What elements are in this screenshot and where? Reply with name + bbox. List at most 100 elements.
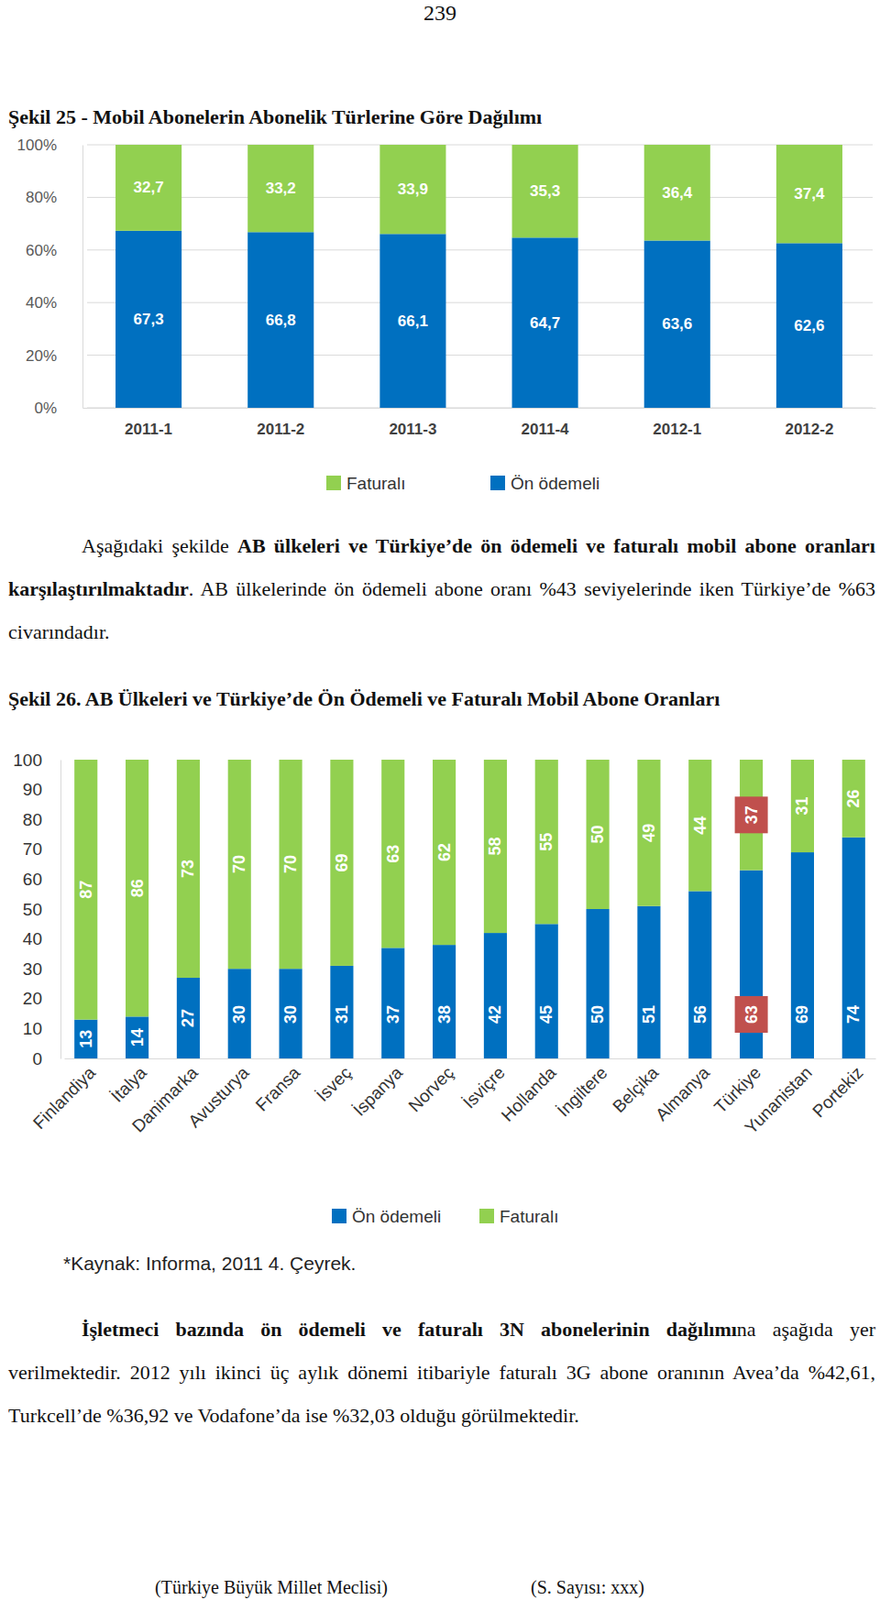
data-label: 42 — [485, 1005, 505, 1024]
x-tick-label: 2012-1 — [652, 420, 702, 439]
text-run: İşletmeci bazında ön ödemeli ve faturalı… — [81, 1318, 737, 1342]
bar — [125, 759, 149, 1017]
y-tick-label: 40 — [22, 929, 43, 949]
x-tick-label: Yunanistan — [740, 1063, 815, 1138]
x-tick-label: Portekiz — [808, 1063, 867, 1122]
y-tick-label: 60 — [22, 869, 43, 890]
bar — [74, 759, 98, 1021]
data-label: 70 — [281, 855, 300, 874]
x-tick: 2011-4 — [521, 407, 571, 439]
bar — [586, 759, 610, 910]
bars — [74, 759, 866, 1059]
x-tick-label: Almanya — [651, 1063, 714, 1125]
x-tick: İspanya — [349, 1058, 407, 1121]
legend: FaturalıÖn ödemeli — [326, 473, 600, 494]
x-tick: Hollanda — [497, 1058, 561, 1126]
bar — [791, 852, 814, 1059]
x-tick-label: Danimarka — [128, 1063, 202, 1137]
source-note: *Kaynak: Informa, 2011 4. Çeyrek. — [63, 1253, 356, 1275]
x-tick-label: İsviçre — [459, 1063, 509, 1113]
bar — [791, 759, 814, 853]
y-tick-label: 30 — [22, 959, 43, 979]
y-tick-label: 20 — [22, 989, 43, 1009]
axis-line — [65, 1058, 877, 1060]
x-tick-label: Hollanda — [497, 1063, 561, 1126]
data-label: 33,2 — [265, 179, 297, 198]
data-label: 74 — [844, 1005, 863, 1024]
data-label: 30 — [230, 1005, 249, 1024]
y-tick: 80% — [25, 188, 83, 207]
bar — [484, 759, 507, 934]
x-tick: 2011-2 — [256, 407, 305, 439]
x-tick: 2011-3 — [388, 407, 437, 439]
chart: 0%20%40%60%80%100%2011-12011-22011-32011… — [17, 136, 877, 494]
x-tick-label: 2011-1 — [124, 420, 173, 439]
data-label: 50 — [588, 825, 607, 844]
data-labels: 67,332,766,833,266,133,964,735,363,636,4… — [133, 178, 825, 334]
y-tick: 0 — [32, 1049, 61, 1069]
footer-text: (S. Sayısı: xxx) — [530, 1576, 645, 1599]
x-tick-label: 2011-2 — [256, 420, 305, 439]
y-tick: 20 — [22, 989, 61, 1009]
y-tick: 40 — [22, 929, 61, 949]
y-tick-label: 0 — [32, 1049, 43, 1069]
x-tick: Portekiz — [808, 1058, 867, 1122]
legend-swatch — [326, 475, 341, 491]
y-tick: 80 — [22, 810, 61, 830]
bar — [586, 909, 610, 1059]
data-label: 45 — [537, 1005, 556, 1024]
y-axis: 0%20%40%60%80%100% — [17, 136, 84, 418]
grid-line — [87, 144, 873, 146]
y-tick: 50 — [22, 900, 61, 920]
data-label: 62,6 — [793, 317, 825, 335]
grid-line — [87, 249, 873, 251]
bar — [379, 233, 446, 408]
x-tick: Norveç — [405, 1058, 458, 1116]
x-tick-label: İspanya — [349, 1063, 407, 1121]
chart: 0102030405060708090100FinlandiyaİtalyaDa… — [12, 750, 876, 1275]
bar — [115, 144, 182, 231]
y-tick-label: 80% — [25, 188, 57, 207]
paragraph: İşletmeci bazında ön ödemeli ve faturalı… — [8, 1308, 876, 1438]
x-tick-label: İngiltere — [553, 1063, 612, 1122]
data-label: 87 — [77, 880, 96, 900]
y-tick: 100 — [12, 750, 61, 770]
bar — [125, 1016, 149, 1059]
x-tick: İsveç — [312, 1058, 355, 1106]
bar — [512, 144, 579, 238]
x-axis: 2011-1 2011-2 2011-3 2011-4 2012-1 2012-2 — [83, 407, 877, 439]
page-number: 239 — [0, 0, 880, 26]
x-tick: Avusturya — [184, 1058, 253, 1132]
bar — [247, 144, 314, 232]
x-tick-label: 2012-2 — [784, 420, 834, 439]
y-tick: 30 — [22, 959, 61, 979]
data-label: 67,3 — [133, 310, 165, 329]
y-tick-label: 0% — [33, 399, 57, 418]
data-label: 26 — [844, 789, 863, 808]
x-tick-label: 2011-4 — [521, 420, 571, 439]
legend-swatch — [490, 475, 506, 491]
data-label: 63,6 — [661, 315, 693, 333]
x-tick: 2012-1 — [652, 407, 702, 439]
legend-label: Faturalı — [346, 473, 406, 494]
bar — [247, 231, 314, 408]
data-label: 70 — [230, 855, 249, 874]
paragraph: Aşağıdaki şekilde AB ülkeleri ve Türkiye… — [8, 524, 876, 654]
grid-line — [87, 354, 873, 356]
data-label: 64,7 — [529, 314, 561, 332]
bar — [637, 906, 660, 1059]
data-label: 63 — [384, 845, 403, 864]
y-tick: 90 — [22, 780, 61, 800]
y-tick-label: 90 — [22, 780, 43, 800]
bar — [279, 759, 303, 969]
x-tick: Finlandiya — [29, 1058, 99, 1133]
bar — [176, 978, 200, 1059]
data-label: 31 — [332, 1005, 352, 1024]
bar — [115, 231, 182, 408]
y-tick: 40% — [25, 294, 83, 312]
bar — [688, 891, 712, 1059]
data-label: 32,7 — [133, 178, 165, 197]
legend-swatch — [331, 1209, 347, 1224]
y-tick: 0% — [33, 399, 83, 418]
highlight-box — [735, 796, 769, 834]
